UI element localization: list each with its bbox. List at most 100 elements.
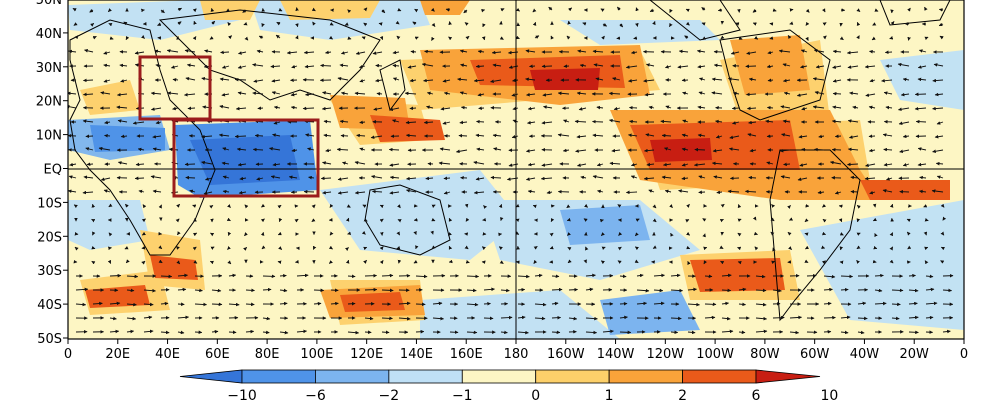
wind-arrow: [239, 176, 247, 181]
wind-arrow: [498, 246, 503, 251]
wind-arrow: [361, 36, 366, 40]
wind-arrow: [157, 22, 162, 26]
wind-arrow: [432, 301, 443, 306]
wind-arrow: [221, 161, 230, 166]
wind-arrow: [812, 105, 825, 109]
wind-arrow: [832, 65, 842, 69]
lat-label: 40N: [36, 27, 62, 42]
wind-arrow: [339, 119, 349, 124]
wind-arrow: [288, 175, 298, 180]
wind-arrow: [137, 147, 145, 152]
wind-arrow: [919, 189, 927, 194]
lon-label: 60E: [205, 347, 230, 362]
wind-arrow: [389, 191, 400, 195]
wind-arrow: [341, 91, 349, 96]
wind-arrow: [942, 329, 951, 334]
wind-arrow: [323, 119, 332, 124]
wind-arrow: [580, 175, 587, 180]
wind-arrow: [720, 260, 725, 265]
wind-arrow: [783, 162, 791, 167]
wind-arrow: [719, 245, 724, 250]
lon-label: 120W: [646, 347, 684, 362]
wind-arrow: [703, 246, 708, 251]
wind-arrow: [325, 148, 332, 153]
colorbar-segment: [682, 369, 757, 384]
wind-arrow: [427, 91, 434, 96]
wind-arrow: [847, 119, 859, 123]
wind-arrow: [557, 91, 570, 96]
wind-arrow: [511, 93, 519, 97]
wind-arrow: [354, 190, 366, 195]
wind-arrow: [270, 175, 281, 179]
wind-arrow: [103, 189, 111, 193]
wind-arrow: [940, 246, 945, 251]
wind-arrow: [211, 329, 219, 334]
wind-arrow: [940, 231, 945, 236]
wind-arrow: [800, 49, 808, 53]
wind-arrow: [839, 232, 844, 236]
wind-arrow: [832, 105, 842, 110]
longitude-labels: 0 20E 40E 60E 80E 100E 120E 140E 160E 180 160W 140W…: [64, 339, 968, 362]
wind-arrow: [940, 260, 945, 264]
wind-arrow: [225, 8, 230, 13]
wind-arrow: [782, 119, 791, 124]
wind-arrow: [678, 49, 689, 54]
wind-arrow: [529, 64, 536, 69]
wind-arrow: [711, 77, 723, 82]
wind-arrow: [140, 35, 145, 39]
wind-arrow: [665, 65, 672, 69]
wind-arrow: [567, 246, 572, 251]
wind-arrow: [279, 301, 288, 306]
wind-arrow: [772, 288, 782, 293]
wind-arrow: [261, 203, 266, 208]
lon-label: 80E: [255, 347, 280, 362]
wind-arrow: [194, 288, 203, 293]
wind-arrow: [392, 63, 400, 68]
wind-arrow: [730, 51, 740, 55]
wind-arrow: [684, 35, 689, 40]
wind-arrow: [295, 35, 299, 40]
wind-arrow: [702, 36, 707, 41]
colorbar-segment: [315, 369, 390, 384]
wind-arrow: [846, 50, 859, 55]
wind-arrow: [347, 36, 352, 40]
wind-arrow: [482, 23, 486, 28]
latitude-labels: 50N 40N 30N 20N 10N EQ 10S 20S 30S 40S 50S: [36, 0, 68, 347]
wind-arrow: [771, 204, 776, 209]
wind-arrow: [616, 6, 621, 11]
wind-arrow: [568, 7, 573, 12]
wind-arrow: [322, 91, 332, 95]
wind-arrow: [219, 77, 230, 82]
lon-label: 160W: [547, 347, 585, 362]
wind-arrow: [376, 91, 383, 96]
wind-arrow: [753, 231, 758, 236]
wind-arrow: [187, 106, 196, 111]
wind-arrow: [431, 204, 436, 208]
wind-arrow: [277, 204, 282, 209]
lat-label: 10N: [36, 129, 62, 144]
wind-arrow: [874, 301, 887, 306]
wind-arrow: [204, 49, 213, 53]
wind-arrow: [644, 148, 655, 153]
wind-arrow: [393, 77, 400, 81]
wind-arrow: [832, 49, 842, 54]
wind-arrow: [737, 204, 742, 209]
wind-arrow: [619, 315, 628, 320]
wind-arrow: [172, 77, 179, 82]
wind-arrow: [747, 133, 757, 137]
lon-label: 40E: [155, 347, 180, 362]
wind-arrow: [602, 23, 607, 27]
wind-arrow: [628, 133, 638, 138]
wind-arrow: [780, 105, 791, 109]
wind-arrow: [574, 119, 587, 124]
wind-arrow: [340, 51, 349, 55]
wind-arrow: [634, 232, 639, 237]
wind-arrow: [597, 189, 604, 194]
wind-arrow: [415, 274, 428, 279]
colorbar-label: −6: [305, 388, 326, 404]
wind-arrow: [787, 205, 791, 209]
wind-arrow: [261, 245, 266, 250]
wind-arrow: [126, 302, 137, 307]
wind-arrow: [150, 107, 162, 111]
wind-arrow: [525, 77, 536, 82]
